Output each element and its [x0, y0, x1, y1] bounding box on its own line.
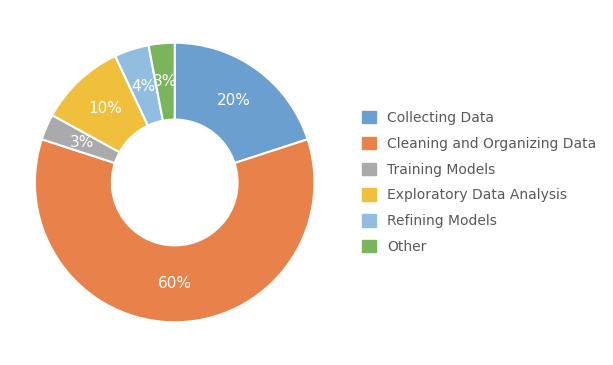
Wedge shape	[42, 115, 120, 163]
Text: 3%: 3%	[69, 135, 94, 150]
Wedge shape	[52, 56, 148, 152]
Legend: Collecting Data, Cleaning and Organizing Data, Training Models, Exploratory Data: Collecting Data, Cleaning and Organizing…	[362, 111, 596, 254]
Text: 60%: 60%	[158, 276, 192, 291]
Wedge shape	[35, 139, 314, 322]
Text: 4%: 4%	[131, 78, 156, 94]
Wedge shape	[115, 45, 163, 126]
Text: 20%: 20%	[218, 93, 251, 108]
Text: 10%: 10%	[88, 101, 122, 116]
Wedge shape	[148, 43, 175, 121]
Wedge shape	[175, 43, 308, 163]
Text: 3%: 3%	[153, 74, 177, 89]
